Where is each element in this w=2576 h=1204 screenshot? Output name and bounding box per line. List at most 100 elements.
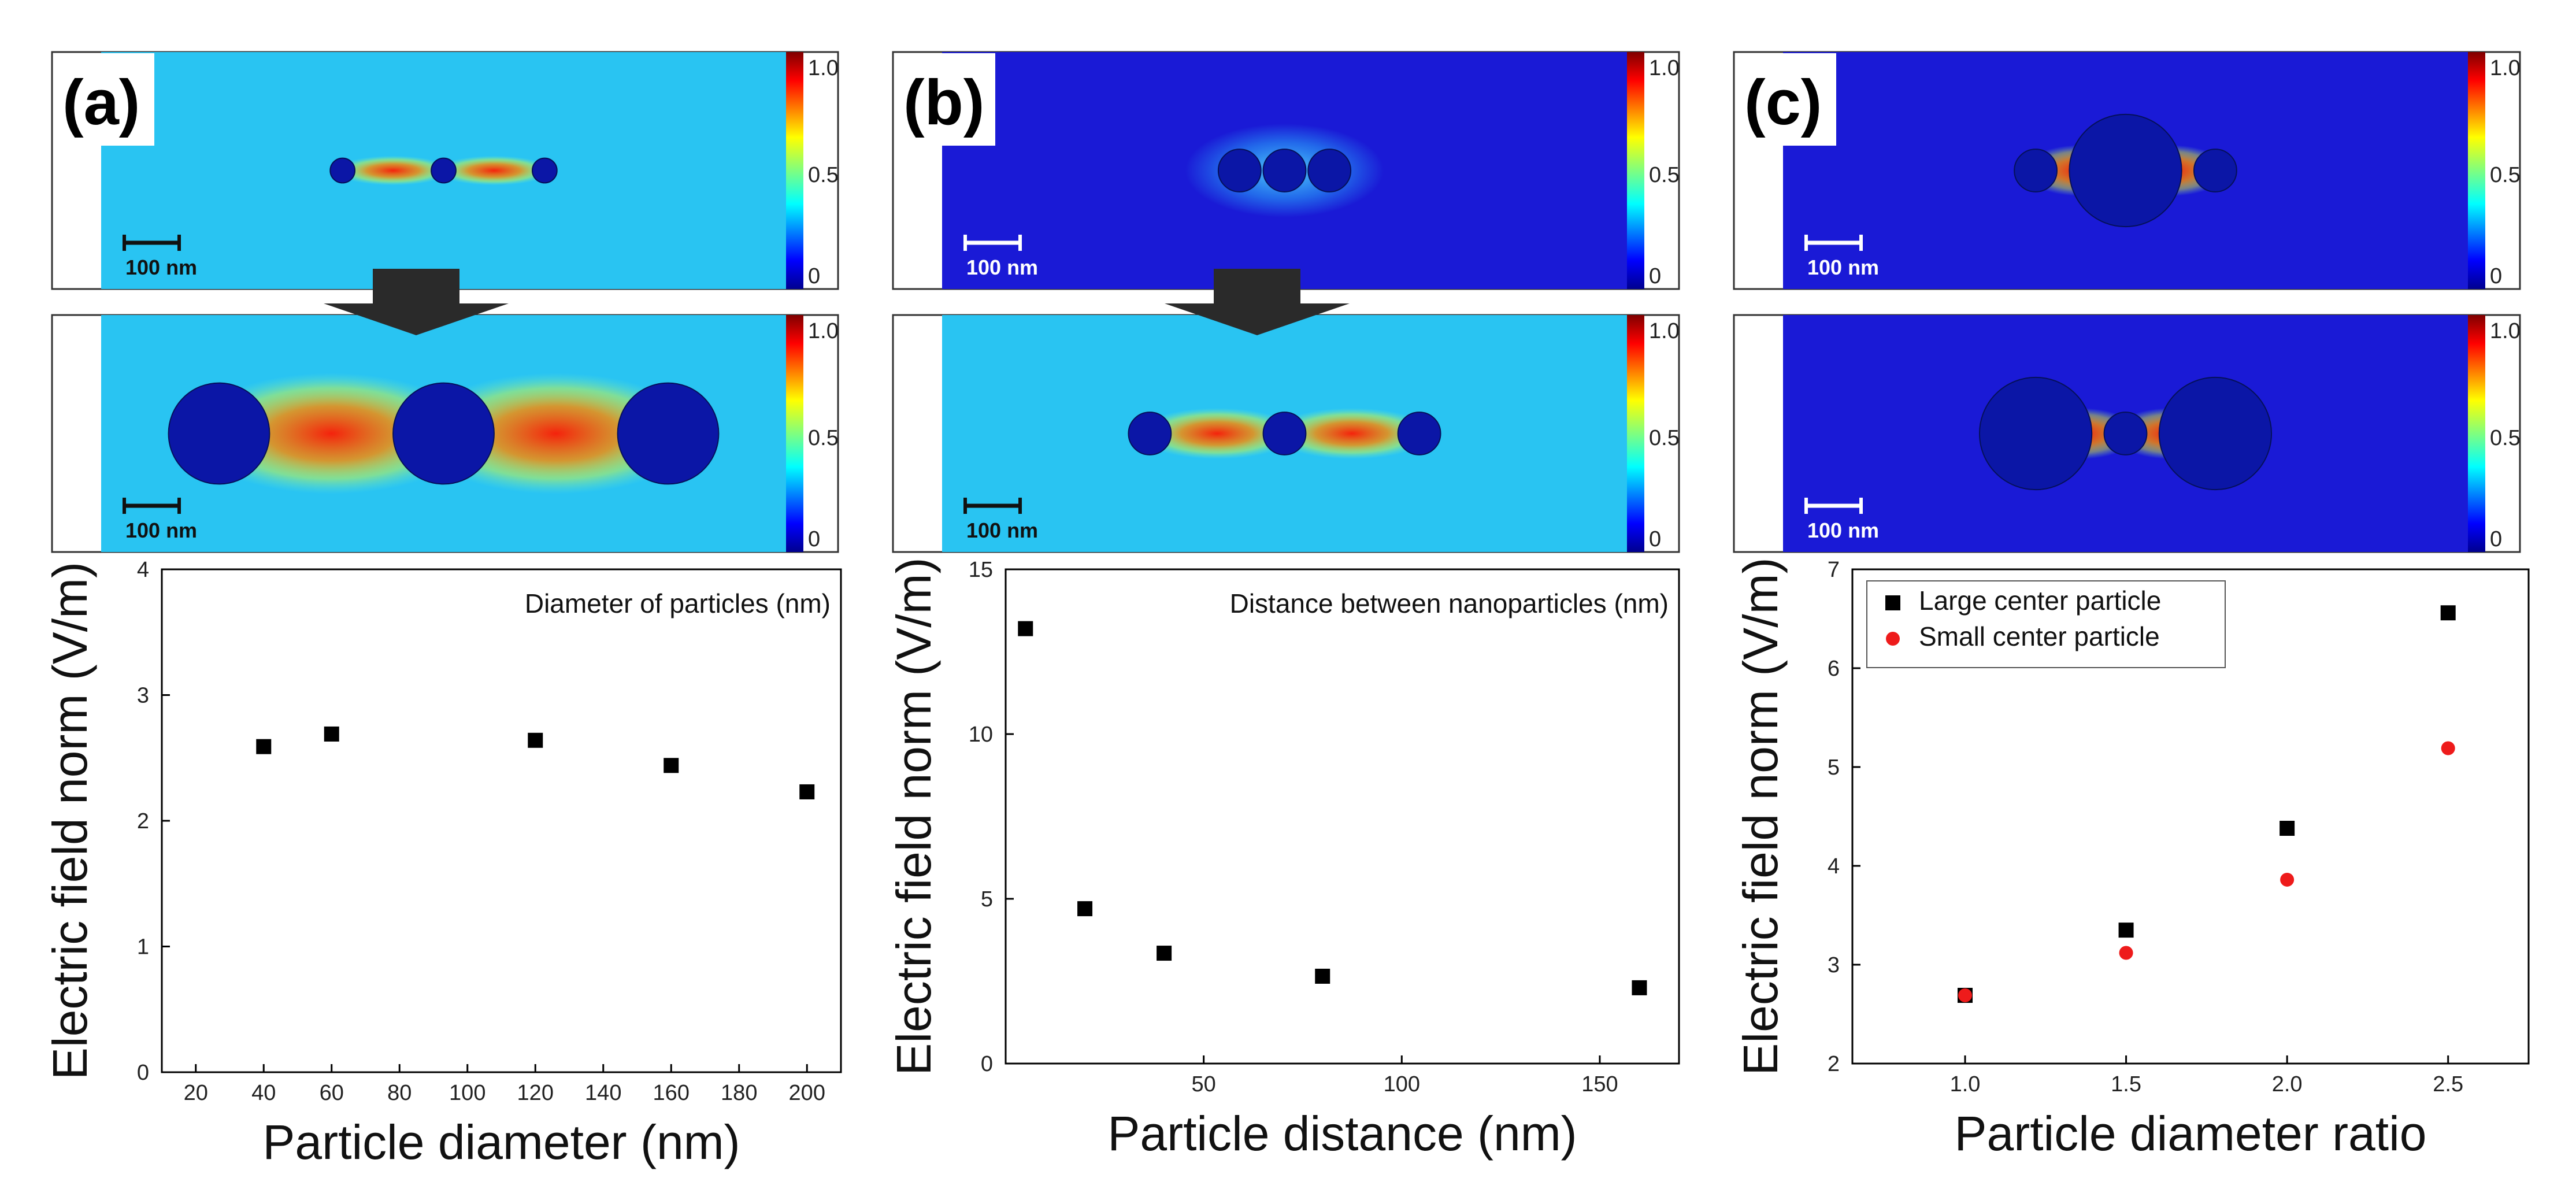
y-tick-label: 3 — [1828, 953, 1840, 977]
x-tick-label: 120 — [517, 1081, 554, 1105]
legend-label: Large center particle — [1919, 586, 2161, 616]
colorbar — [1627, 315, 1644, 552]
nanoparticle — [2014, 149, 2058, 192]
nanoparticle — [1397, 412, 1441, 455]
x-tick-label: 20 — [184, 1081, 208, 1105]
legend-marker — [1886, 632, 1900, 646]
y-tick-label: 3 — [137, 684, 149, 708]
colorbar-tick-label: 0.5 — [2490, 163, 2521, 187]
y-tick-label: 2 — [1828, 1052, 1840, 1076]
nanoparticle — [431, 157, 457, 184]
data-point — [256, 739, 272, 754]
field-map-2-2: 1.0 0.5 0 100 nm — [892, 314, 1680, 553]
data-point — [2119, 946, 2133, 960]
colorbar-tick-label: 0.5 — [2490, 426, 2521, 450]
chart-1: 20 40 60 80 100 120 140 160 180 200 0 1 2 3 4 Particle … — [43, 558, 842, 1169]
colorbar — [1627, 52, 1644, 289]
plot-frame — [161, 568, 842, 1073]
x-tick-label: 40 — [251, 1081, 276, 1105]
y-tick-label: 0 — [981, 1052, 993, 1076]
plot-frame — [1005, 568, 1680, 1065]
colorbar-tick-label: 1.0 — [2490, 56, 2521, 80]
x-tick-label: 150 — [1581, 1072, 1618, 1096]
data-point — [2280, 821, 2295, 836]
y-tick-label: 7 — [1828, 558, 1840, 582]
colorbar-tick-label: 1.0 — [2490, 319, 2521, 343]
x-axis-label: Particle diameter (nm) — [262, 1115, 740, 1169]
colorbar-tick-label: 0.5 — [1649, 426, 1680, 450]
hotspot — [335, 155, 451, 186]
nanoparticle — [1978, 376, 2093, 491]
nanoparticle — [1128, 412, 1172, 455]
chart-2: 50 100 150 0 5 10 15 Particle distance (nm) Elec… — [887, 557, 1680, 1161]
colorbar — [2468, 52, 2485, 289]
x-tick-label: 2.0 — [2272, 1072, 2303, 1096]
x-tick-label: 100 — [449, 1081, 485, 1105]
hotspot — [436, 155, 553, 186]
panel-label: (a) — [62, 67, 140, 138]
field-map-2-1: 1.0 0.5 0 100 nm — [892, 51, 1680, 290]
scale-bar-label: 100 nm — [1807, 518, 1879, 542]
colorbar-tick-label: 1.0 — [1649, 319, 1680, 343]
hotspot — [1137, 407, 1298, 460]
x-tick-label: 140 — [585, 1081, 621, 1105]
x-tick-label: 160 — [653, 1081, 690, 1105]
x-tick-label: 200 — [789, 1081, 825, 1105]
data-point — [2441, 741, 2455, 755]
nanoparticle — [1262, 412, 1307, 455]
x-tick-label: 180 — [721, 1081, 757, 1105]
y-tick-label: 4 — [137, 558, 149, 582]
chart-annotation: Diameter of particles (nm) — [525, 588, 831, 618]
plot-frame — [1851, 568, 2530, 1065]
nanoparticle — [392, 382, 495, 485]
data-point — [1315, 968, 1330, 984]
data-point — [2118, 923, 2134, 938]
x-tick-label: 1.5 — [2111, 1072, 2141, 1096]
data-point — [528, 732, 543, 748]
y-axis-label: Electric field norm (V/m) — [887, 557, 941, 1075]
x-tick-label: 1.0 — [1950, 1072, 1981, 1096]
x-axis-label: Particle distance (nm) — [1107, 1106, 1577, 1161]
scale-bar-label: 100 nm — [125, 255, 197, 279]
nanoparticle — [617, 382, 720, 485]
panel-2: 1.0 0.5 0 100 nm 1.0 0.5 0 100 nm (b) — [892, 51, 1680, 553]
x-tick-label: 50 — [1192, 1072, 1216, 1096]
scale-bar-label: 100 nm — [966, 255, 1038, 279]
data-point — [799, 784, 815, 799]
data-point — [664, 758, 679, 773]
x-tick-label: 100 — [1384, 1072, 1420, 1096]
nanoparticle — [1217, 149, 1262, 192]
scale-bar-label: 100 nm — [966, 518, 1038, 542]
chart-annotation: Distance between nanoparticles (nm) — [1230, 588, 1669, 618]
nanoparticle — [1307, 149, 1352, 192]
nanoparticle — [329, 157, 356, 184]
colorbar-tick-label: 1.0 — [1649, 56, 1680, 80]
x-tick-label: 60 — [320, 1081, 344, 1105]
colorbar-tick-label: 0 — [808, 527, 820, 551]
colorbar-tick-label: 1.0 — [808, 319, 839, 343]
nanoparticle — [531, 157, 558, 184]
y-tick-label: 6 — [1828, 657, 1840, 681]
data-point — [1958, 988, 1972, 1003]
panel-1: 1.0 0.5 0 100 nm 1.0 0.5 0 100 nm (a) — [51, 51, 839, 553]
y-tick-label: 10 — [969, 723, 993, 747]
field-map-3-2: 1.0 0.5 0 100 nm — [1733, 314, 2521, 553]
colorbar-tick-label: 0.5 — [808, 163, 839, 187]
nanoparticle — [168, 382, 270, 485]
data-point — [2280, 872, 2295, 887]
colorbar-tick-label: 0 — [808, 264, 820, 288]
data-point — [2440, 605, 2456, 621]
x-axis-label: Particle diameter ratio — [1955, 1106, 2427, 1161]
field-map-3-1: 1.0 0.5 0 100 nm — [1733, 51, 2521, 290]
down-arrow — [1165, 269, 1350, 335]
nanoparticle — [2069, 113, 2182, 228]
nanoparticle — [1262, 149, 1307, 192]
y-axis-label: Electric field norm (V/m) — [1733, 557, 1788, 1075]
nanoparticle — [2158, 376, 2273, 491]
y-tick-label: 1 — [137, 935, 149, 960]
legend-marker — [1885, 595, 1900, 610]
colorbar-tick-label: 0 — [1649, 527, 1661, 551]
colorbar — [786, 315, 803, 552]
colorbar-tick-label: 1.0 — [808, 56, 839, 80]
data-point — [1077, 901, 1093, 917]
